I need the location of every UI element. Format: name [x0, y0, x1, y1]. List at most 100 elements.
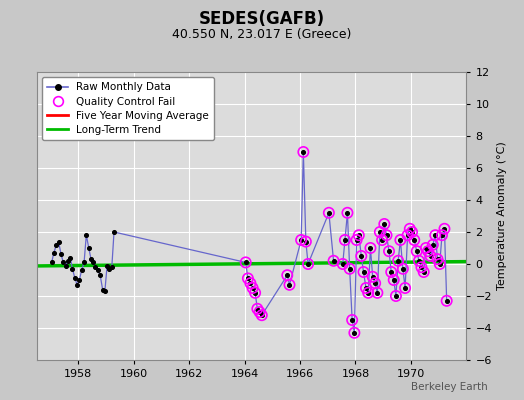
- Text: Berkeley Earth: Berkeley Earth: [411, 382, 487, 392]
- Point: [304, 261, 312, 267]
- Point: [94, 267, 102, 274]
- Point: [438, 232, 446, 238]
- Point: [339, 261, 347, 267]
- Point: [406, 226, 414, 232]
- Point: [80, 259, 88, 266]
- Point: [387, 269, 396, 275]
- Point: [387, 269, 396, 275]
- Point: [63, 258, 72, 264]
- Point: [389, 277, 398, 283]
- Point: [244, 275, 252, 282]
- Point: [87, 256, 95, 262]
- Point: [433, 256, 442, 262]
- Point: [378, 237, 386, 243]
- Legend: Raw Monthly Data, Quality Control Fail, Five Year Moving Average, Long-Term Tren: Raw Monthly Data, Quality Control Fail, …: [42, 77, 214, 140]
- Point: [435, 261, 444, 267]
- Point: [330, 258, 338, 264]
- Point: [380, 221, 388, 227]
- Point: [371, 280, 379, 286]
- Point: [406, 226, 414, 232]
- Point: [353, 237, 361, 243]
- Point: [389, 277, 398, 283]
- Point: [343, 210, 352, 216]
- Point: [392, 293, 400, 299]
- Point: [368, 274, 377, 280]
- Point: [408, 229, 416, 235]
- Point: [383, 232, 391, 238]
- Point: [253, 306, 261, 312]
- Point: [394, 258, 402, 264]
- Point: [371, 280, 379, 286]
- Point: [345, 266, 354, 272]
- Point: [89, 259, 97, 266]
- Point: [376, 229, 384, 235]
- Point: [96, 272, 104, 278]
- Point: [283, 272, 291, 278]
- Point: [101, 288, 109, 294]
- Point: [110, 229, 118, 235]
- Point: [364, 290, 373, 296]
- Point: [373, 290, 381, 296]
- Point: [376, 229, 384, 235]
- Point: [424, 248, 432, 254]
- Point: [440, 226, 449, 232]
- Point: [422, 245, 430, 251]
- Point: [394, 258, 402, 264]
- Point: [246, 280, 255, 286]
- Point: [283, 272, 291, 278]
- Point: [299, 149, 308, 155]
- Point: [420, 269, 428, 275]
- Point: [304, 261, 312, 267]
- Point: [357, 253, 365, 259]
- Point: [348, 317, 356, 323]
- Point: [253, 306, 261, 312]
- Point: [66, 254, 74, 261]
- Point: [420, 269, 428, 275]
- Point: [383, 232, 391, 238]
- Point: [103, 262, 111, 269]
- Point: [410, 237, 419, 243]
- Point: [422, 245, 430, 251]
- Point: [415, 258, 423, 264]
- Point: [353, 237, 361, 243]
- Point: [368, 274, 377, 280]
- Point: [244, 275, 252, 282]
- Point: [362, 285, 370, 291]
- Point: [355, 232, 363, 238]
- Point: [378, 237, 386, 243]
- Point: [242, 259, 250, 266]
- Point: [297, 237, 305, 243]
- Point: [107, 264, 116, 270]
- Point: [251, 290, 259, 296]
- Point: [285, 282, 293, 288]
- Point: [355, 232, 363, 238]
- Point: [427, 253, 435, 259]
- Point: [242, 259, 250, 266]
- Point: [431, 232, 440, 238]
- Point: [401, 285, 409, 291]
- Point: [350, 330, 358, 336]
- Point: [59, 259, 68, 266]
- Point: [302, 238, 310, 245]
- Point: [330, 258, 338, 264]
- Point: [50, 250, 58, 256]
- Point: [52, 242, 61, 248]
- Point: [442, 298, 451, 304]
- Point: [424, 248, 432, 254]
- Point: [105, 266, 114, 272]
- Point: [359, 269, 368, 275]
- Point: [396, 237, 405, 243]
- Y-axis label: Temperature Anomaly (°C): Temperature Anomaly (°C): [497, 142, 507, 290]
- Point: [73, 282, 81, 288]
- Point: [403, 232, 412, 238]
- Point: [408, 229, 416, 235]
- Point: [343, 210, 352, 216]
- Point: [433, 256, 442, 262]
- Point: [373, 290, 381, 296]
- Point: [258, 312, 266, 318]
- Point: [431, 232, 440, 238]
- Point: [396, 237, 405, 243]
- Text: SEDES(GAFB): SEDES(GAFB): [199, 10, 325, 28]
- Point: [362, 285, 370, 291]
- Point: [71, 275, 79, 282]
